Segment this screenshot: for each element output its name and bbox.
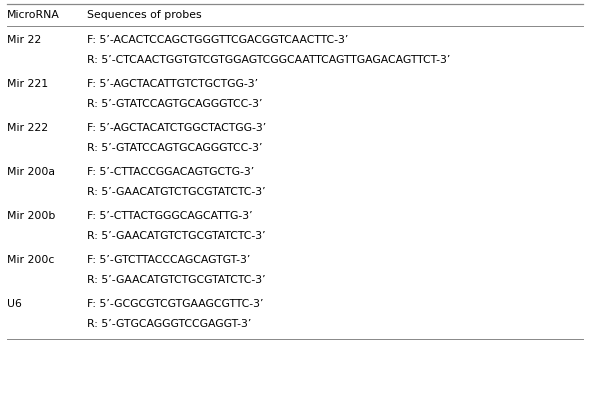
Text: Mir 222: Mir 222 <box>7 123 48 133</box>
Text: F: 5’-AGCTACATTGTCTGCTGG-3’: F: 5’-AGCTACATTGTCTGCTGG-3’ <box>87 79 258 89</box>
Text: Sequences of probes: Sequences of probes <box>87 10 202 20</box>
Text: Mir 221: Mir 221 <box>7 79 48 89</box>
Text: U6: U6 <box>7 299 22 309</box>
Text: F: 5’-CTTACCGGACAGTGCTG-3’: F: 5’-CTTACCGGACAGTGCTG-3’ <box>87 167 254 177</box>
Text: F: 5’-GCGCGTCGTGAAGCGTTC-3’: F: 5’-GCGCGTCGTGAAGCGTTC-3’ <box>87 299 264 309</box>
Text: R: 5’-GTGCAGGGTCCGAGGT-3’: R: 5’-GTGCAGGGTCCGAGGT-3’ <box>87 319 252 329</box>
Text: Mir 22: Mir 22 <box>7 35 41 45</box>
Text: Mir 200a: Mir 200a <box>7 167 55 177</box>
Text: R: 5’-GAACATGTCTGCGTATCTC-3’: R: 5’-GAACATGTCTGCGTATCTC-3’ <box>87 275 266 285</box>
Text: R: 5’-GTATCCAGTGCAGGGTCC-3’: R: 5’-GTATCCAGTGCAGGGTCC-3’ <box>87 99 263 109</box>
Text: F: 5’-AGCTACATCTGGCTACTGG-3’: F: 5’-AGCTACATCTGGCTACTGG-3’ <box>87 123 267 133</box>
Text: F: 5’-ACACTCCAGCTGGGTTCGACGGTCAACTTC-3’: F: 5’-ACACTCCAGCTGGGTTCGACGGTCAACTTC-3’ <box>87 35 349 45</box>
Text: F: 5’-GTCTTACCCAGCAGTGT-3’: F: 5’-GTCTTACCCAGCAGTGT-3’ <box>87 255 251 265</box>
Text: R: 5’-CTCAACTGGTGTCGTGGAGTCGGCAATTCAGTTGAGACAGTTCT-3’: R: 5’-CTCAACTGGTGTCGTGGAGTCGGCAATTCAGTTG… <box>87 55 451 65</box>
Text: R: 5’-GAACATGTCTGCGTATCTC-3’: R: 5’-GAACATGTCTGCGTATCTC-3’ <box>87 187 266 197</box>
Text: R: 5’-GAACATGTCTGCGTATCTC-3’: R: 5’-GAACATGTCTGCGTATCTC-3’ <box>87 231 266 241</box>
Text: F: 5’-CTTACTGGGCAGCATTG-3’: F: 5’-CTTACTGGGCAGCATTG-3’ <box>87 211 253 221</box>
Text: MicroRNA: MicroRNA <box>7 10 60 20</box>
Text: Mir 200b: Mir 200b <box>7 211 55 221</box>
Text: Mir 200c: Mir 200c <box>7 255 54 265</box>
Text: R: 5’-GTATCCAGTGCAGGGTCC-3’: R: 5’-GTATCCAGTGCAGGGTCC-3’ <box>87 143 263 153</box>
